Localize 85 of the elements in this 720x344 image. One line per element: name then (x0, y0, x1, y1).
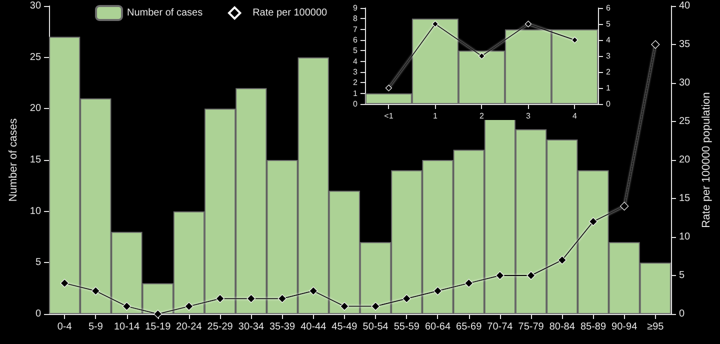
point (464, 278, 474, 288)
point (432, 20, 439, 28)
y-tick-label: 8 (352, 14, 358, 24)
x-tick-label: 90-94 (612, 322, 638, 332)
y-axis-title: Number of cases (8, 118, 20, 202)
x-tick-label: 20-24 (176, 322, 202, 332)
point (246, 294, 256, 303)
point (524, 20, 532, 28)
y-tick-label: 3 (352, 68, 358, 76)
y2-tick-label: 40 (678, 0, 691, 12)
y-tick-label: 0 (352, 100, 358, 108)
y-tick-label: 4 (352, 56, 358, 66)
y2-tick-label: 35 (678, 39, 691, 50)
point (402, 294, 411, 303)
y2-axis-title: Rate per 100000 population (700, 92, 712, 228)
x-tick-label: 1 (432, 112, 438, 120)
point (588, 217, 598, 226)
point (496, 271, 504, 280)
x-tick-label: 45-49 (332, 322, 358, 332)
y-tick-label: 9 (352, 4, 358, 12)
y2-tick-label: 30 (678, 78, 691, 88)
x-tick-label: 4 (572, 112, 578, 120)
y2-tick-label: 3 (606, 52, 611, 60)
point (558, 256, 566, 264)
y-tick-label: 2 (352, 78, 358, 88)
legend-label: Number of cases (127, 8, 203, 18)
y2-tick-label: 6 (606, 4, 611, 12)
y-tick-label: 30 (30, 0, 42, 12)
point (216, 294, 224, 303)
y-tick-label: 1 (352, 88, 358, 98)
x-tick-label: 5-9 (88, 322, 104, 332)
point (184, 302, 194, 311)
point (371, 302, 380, 311)
x-tick-label: 50-54 (362, 322, 389, 332)
y-tick-label: 5 (35, 257, 42, 268)
y2-tick-label: 0 (678, 308, 685, 320)
y2-tick-label: 0 (606, 100, 611, 108)
y-tick-label: 0 (35, 308, 42, 320)
point (60, 278, 69, 288)
x-tick-label: 40-44 (300, 322, 327, 332)
y-tick-label: 6 (352, 36, 358, 44)
x-tick-label: 65-69 (456, 322, 482, 332)
x-tick-label: 25-29 (207, 322, 234, 332)
x-tick-label: <1 (384, 112, 394, 120)
y2-tick-label: 5 (678, 270, 685, 281)
y-tick-label: 15 (30, 154, 42, 166)
y2-tick-label: 5 (606, 20, 611, 28)
y2-tick-label: 15 (678, 193, 691, 204)
y2-tick-label: 20 (678, 154, 691, 166)
x-tick-label: 2 (480, 112, 484, 120)
point (154, 310, 162, 318)
x-tick-label: 10-14 (114, 322, 140, 332)
x-tick-label: 0-4 (57, 322, 72, 332)
x-tick-label: 35-39 (269, 322, 296, 332)
point (309, 286, 318, 296)
point (478, 52, 486, 60)
point (526, 271, 536, 280)
y2-tick-label: 25 (678, 116, 691, 127)
y2-tick-label: 4 (606, 36, 611, 44)
y-tick-label: 25 (30, 52, 42, 63)
y-tick-label: 10 (30, 206, 42, 217)
x-tick-label: 85-89 (580, 322, 606, 332)
point (385, 84, 392, 92)
y2-tick-label: 2 (606, 68, 611, 76)
y2-tick-label: 10 (678, 232, 691, 242)
x-tick-label: 55-59 (394, 322, 420, 332)
point (91, 286, 100, 296)
y-tick-label: 20 (30, 103, 42, 114)
point (340, 302, 349, 311)
point (122, 302, 132, 311)
y-tick-label: 7 (352, 24, 358, 34)
x-tick-label: 70-74 (487, 322, 514, 332)
x-tick-label: 80-84 (549, 322, 576, 332)
x-tick-label: 75-79 (518, 322, 544, 332)
point (278, 294, 287, 303)
y-tick-label: 5 (352, 46, 358, 56)
x-tick-label: 15-19 (145, 322, 172, 332)
x-tick-label: 3 (526, 112, 532, 120)
y2-tick-label: 1 (606, 84, 611, 92)
x-tick-label: 30-34 (238, 322, 264, 332)
point (433, 286, 442, 296)
point (571, 36, 578, 44)
legend-label: Rate per 100000 (252, 8, 328, 18)
x-tick-label: ≥95 (647, 322, 664, 332)
x-tick-label: 60-64 (424, 322, 451, 332)
